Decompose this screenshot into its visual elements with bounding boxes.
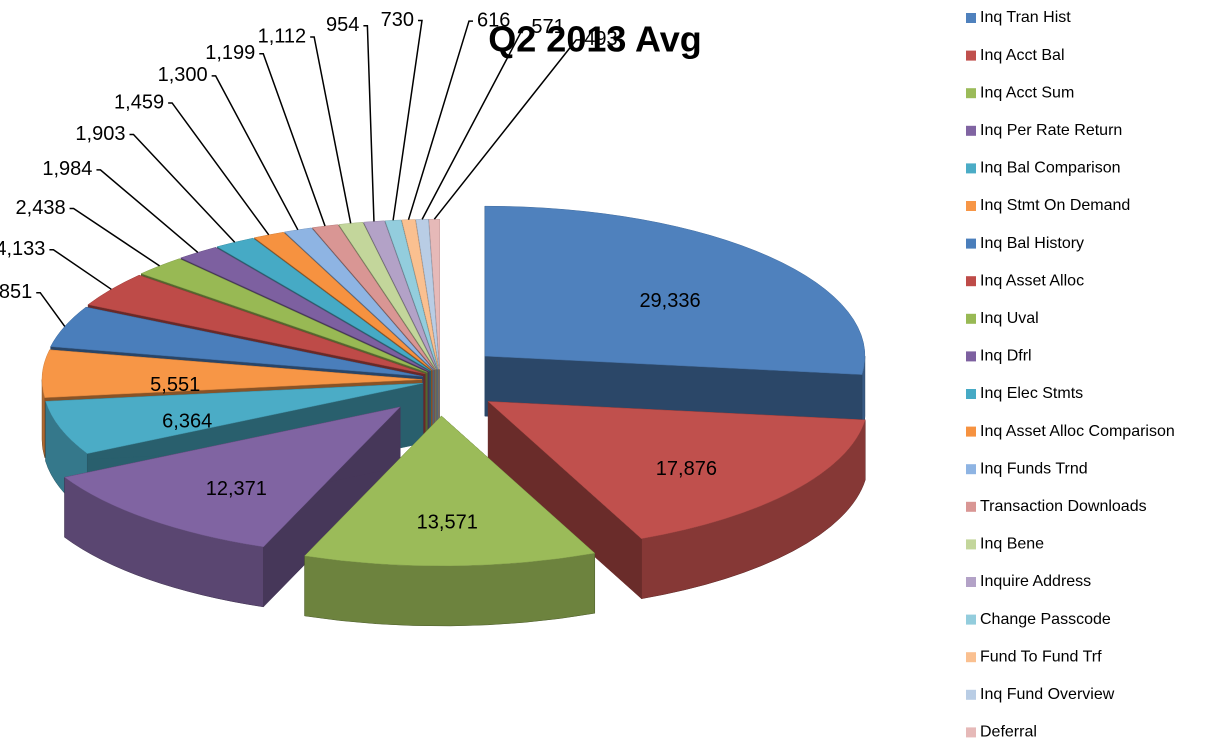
data-label: 571 bbox=[531, 16, 564, 38]
slice bbox=[487, 401, 866, 539]
legend-label: Deferral bbox=[980, 724, 1037, 741]
leader-line bbox=[392, 19, 423, 221]
leader-line bbox=[259, 53, 326, 227]
legend-swatch bbox=[966, 313, 976, 324]
data-label: 4,851 bbox=[0, 281, 32, 303]
legend-label: Fund To Fund Trf bbox=[980, 648, 1102, 665]
legend-label: Inquire Address bbox=[980, 573, 1091, 590]
data-label: 13,571 bbox=[417, 512, 478, 534]
data-label: 1,459 bbox=[114, 91, 164, 113]
slice bbox=[401, 219, 439, 370]
legend-swatch bbox=[966, 125, 976, 136]
data-label: 1,199 bbox=[205, 42, 255, 64]
legend-swatch bbox=[966, 50, 976, 61]
leader-line bbox=[36, 291, 66, 327]
leader-line bbox=[129, 133, 236, 243]
slice bbox=[45, 382, 423, 454]
legend-label: Inq Acct Bal bbox=[980, 47, 1065, 64]
legend-swatch bbox=[966, 577, 976, 587]
data-label: 493 bbox=[584, 28, 617, 50]
data-label: 954 bbox=[326, 14, 359, 36]
legend-swatch bbox=[966, 351, 976, 362]
legend-label: Inq Elec Stmts bbox=[980, 385, 1083, 402]
legend-swatch bbox=[966, 13, 976, 23]
data-label: 2,438 bbox=[16, 197, 66, 219]
legend-swatch bbox=[966, 201, 976, 211]
legend-swatch bbox=[966, 652, 976, 663]
legend-label: Inq Tran Hist bbox=[980, 9, 1071, 26]
slice bbox=[41, 349, 423, 398]
leader-line bbox=[49, 248, 112, 290]
legend-swatch bbox=[966, 276, 976, 287]
legend-label: Inq Asset Alloc Comparison bbox=[980, 423, 1175, 440]
legend-swatch bbox=[966, 464, 976, 475]
legend-label: Transaction Downloads bbox=[980, 498, 1147, 515]
legend-label: Inq Acct Sum bbox=[980, 84, 1074, 101]
legend-label: Inq Fund Overview bbox=[980, 686, 1115, 703]
leader-line bbox=[407, 20, 473, 220]
legend-label: Inq Dfrl bbox=[980, 348, 1032, 365]
legend-swatch bbox=[966, 163, 976, 174]
data-label: 1,112 bbox=[258, 25, 307, 47]
legend-label: Inq Bal Comparison bbox=[980, 160, 1121, 177]
legend-label: Inq Bene bbox=[980, 536, 1044, 553]
slice bbox=[50, 306, 424, 377]
slice bbox=[484, 205, 866, 375]
legend-label: Inq Per Rate Return bbox=[980, 122, 1122, 139]
legend-swatch bbox=[966, 689, 976, 700]
data-label: 17,876 bbox=[656, 458, 717, 480]
slice bbox=[253, 231, 433, 371]
slice bbox=[304, 415, 596, 567]
data-label: 12,371 bbox=[206, 478, 267, 500]
slice bbox=[180, 247, 430, 372]
legend-label: Inq Funds Trnd bbox=[980, 460, 1088, 477]
leader-line bbox=[433, 39, 581, 220]
leader-line bbox=[363, 25, 375, 222]
leader-line bbox=[168, 102, 270, 236]
data-label: 5,551 bbox=[150, 374, 200, 396]
data-label: 1,984 bbox=[42, 158, 92, 180]
slice bbox=[363, 220, 438, 370]
leader-line bbox=[96, 169, 199, 253]
legend-swatch bbox=[966, 501, 976, 512]
leader-line bbox=[211, 75, 299, 231]
leader-line bbox=[421, 26, 528, 220]
slice bbox=[338, 222, 437, 370]
data-label: 616 bbox=[477, 9, 510, 31]
legend-label: Inq Asset Alloc bbox=[980, 272, 1084, 289]
legend-label: Change Passcode bbox=[980, 611, 1111, 628]
legend-label: Inq Bal History bbox=[980, 235, 1084, 252]
chart-title: Q2 2013 Avg bbox=[488, 19, 701, 60]
leader-line bbox=[310, 36, 352, 224]
slice bbox=[140, 258, 428, 373]
slice bbox=[415, 219, 440, 370]
legend-swatch bbox=[966, 539, 976, 550]
legend-swatch bbox=[966, 614, 976, 625]
legend-label: Inq Stmt On Demand bbox=[980, 197, 1130, 214]
leader-line bbox=[69, 207, 160, 267]
data-label: 1,300 bbox=[158, 64, 208, 86]
data-label: 1,903 bbox=[75, 123, 125, 145]
data-label: 6,364 bbox=[162, 411, 212, 433]
legend-swatch bbox=[966, 426, 976, 437]
slice bbox=[63, 406, 401, 548]
legend-label: Inq Uval bbox=[980, 310, 1039, 327]
legend-swatch bbox=[966, 238, 976, 249]
data-label: 730 bbox=[381, 9, 414, 31]
legend-swatch bbox=[966, 389, 976, 399]
legend-swatch bbox=[966, 727, 976, 738]
data-label: 29,336 bbox=[639, 290, 700, 312]
data-label: 4,133 bbox=[0, 238, 45, 260]
legend-swatch bbox=[966, 88, 976, 99]
